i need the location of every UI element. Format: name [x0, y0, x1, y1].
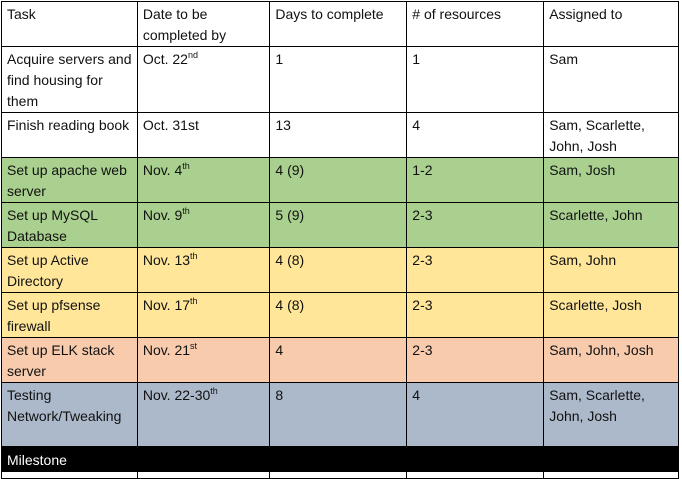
days-cell: 4 (9) — [269, 157, 408, 203]
trailing-cell — [269, 471, 408, 479]
resources-cell: 4 — [406, 382, 545, 447]
days-cell: 1 — [269, 46, 408, 113]
task-cell: Testing Network/Tweaking — [1, 382, 138, 447]
task-cell: Set up MySQL Database — [1, 202, 138, 248]
date-cell: Nov. 21st — [136, 337, 271, 383]
table-row: Set up ELK stack server Nov. 21st 4 2-3 … — [1, 337, 679, 383]
task-cell: Set up Active Directory — [1, 247, 138, 293]
date-text: Nov. 4 — [142, 162, 183, 178]
days-cell: 4 — [269, 337, 408, 383]
milestone-label: Milestone — [1, 446, 679, 472]
trailing-cell — [136, 471, 271, 479]
date-cell: Nov. 17th — [136, 292, 271, 338]
assigned-cell: Scarlette, John — [543, 202, 679, 248]
assigned-cell: Sam, John, Josh — [543, 337, 679, 383]
assigned-cell: Sam — [543, 46, 679, 113]
date-cell: Nov. 22-30th — [136, 382, 271, 447]
table-row: Set up Active Directory Nov. 13th 4 (8) … — [1, 247, 679, 293]
date-text: Oct. 31st — [142, 117, 199, 133]
resources-cell: 2-3 — [406, 247, 545, 293]
trailing-cell — [406, 471, 545, 479]
milestone-row: Milestone — [1, 446, 679, 472]
trailing-row — [1, 471, 679, 479]
task-cell: Set up pfsense firewall — [1, 292, 138, 338]
date-suffix: th — [210, 386, 218, 396]
days-cell: 5 (9) — [269, 202, 408, 248]
header-resources: # of resources — [406, 1, 545, 47]
table-row: Acquire servers and find housing for the… — [1, 46, 679, 113]
resources-cell: 2-3 — [406, 202, 545, 248]
days-cell: 4 (8) — [269, 292, 408, 338]
assigned-cell: Scarlette, Josh — [543, 292, 679, 338]
date-cell: Nov. 9th — [136, 202, 271, 248]
date-cell: Nov. 13th — [136, 247, 271, 293]
date-suffix: th — [182, 206, 190, 216]
days-cell: 4 (8) — [269, 247, 408, 293]
days-cell: 8 — [269, 382, 408, 447]
date-text: Oct. 22 — [142, 51, 188, 67]
table-row: Testing Network/Tweaking Nov. 22-30th 8 … — [1, 382, 679, 447]
table-row: Set up apache web server Nov. 4th 4 (9) … — [1, 157, 679, 203]
table-row: Set up pfsense firewall Nov. 17th 4 (8) … — [1, 292, 679, 338]
date-cell: Nov. 4th — [136, 157, 271, 203]
resources-cell: 2-3 — [406, 292, 545, 338]
date-suffix: th — [190, 251, 198, 261]
task-cell: Finish reading book — [1, 112, 138, 158]
date-suffix: th — [182, 161, 190, 171]
date-cell: Oct. 31st — [136, 112, 271, 158]
header-days: Days to complete — [269, 1, 408, 47]
date-text: Nov. 17 — [142, 297, 191, 313]
table-row: Set up MySQL Database Nov. 9th 5 (9) 2-3… — [1, 202, 679, 248]
assigned-cell: Sam, Scarlette, John, Josh — [543, 112, 679, 158]
trailing-cell — [543, 471, 679, 479]
header-assigned: Assigned to — [543, 1, 679, 47]
days-cell: 13 — [269, 112, 408, 158]
date-suffix: th — [190, 296, 198, 306]
resources-cell: 2-3 — [406, 337, 545, 383]
resources-cell: 1-2 — [406, 157, 545, 203]
task-cell: Set up ELK stack server — [1, 337, 138, 383]
header-task: Task — [1, 1, 138, 47]
resources-cell: 1 — [406, 46, 545, 113]
date-text: Nov. 13 — [142, 252, 191, 268]
assigned-cell: Sam, Scarlette, John, Josh — [543, 382, 679, 447]
date-suffix: nd — [187, 50, 198, 60]
date-suffix: st — [190, 341, 198, 351]
task-cell: Set up apache web server — [1, 157, 138, 203]
date-text: Nov. 21 — [142, 342, 191, 358]
header-row: Task Date to be completed by Days to com… — [1, 1, 679, 47]
assigned-cell: Sam, John — [543, 247, 679, 293]
table-row: Finish reading book Oct. 31st 13 4 Sam, … — [1, 112, 679, 158]
date-text: Nov. 9 — [142, 207, 183, 223]
header-date: Date to be completed by — [136, 1, 271, 47]
resources-cell: 4 — [406, 112, 545, 158]
trailing-cell — [1, 471, 138, 479]
date-text: Nov. 22-30 — [142, 387, 211, 403]
task-cell: Acquire servers and find housing for the… — [1, 46, 138, 113]
assigned-cell: Sam, Josh — [543, 157, 679, 203]
date-cell: Oct. 22nd — [136, 46, 271, 113]
